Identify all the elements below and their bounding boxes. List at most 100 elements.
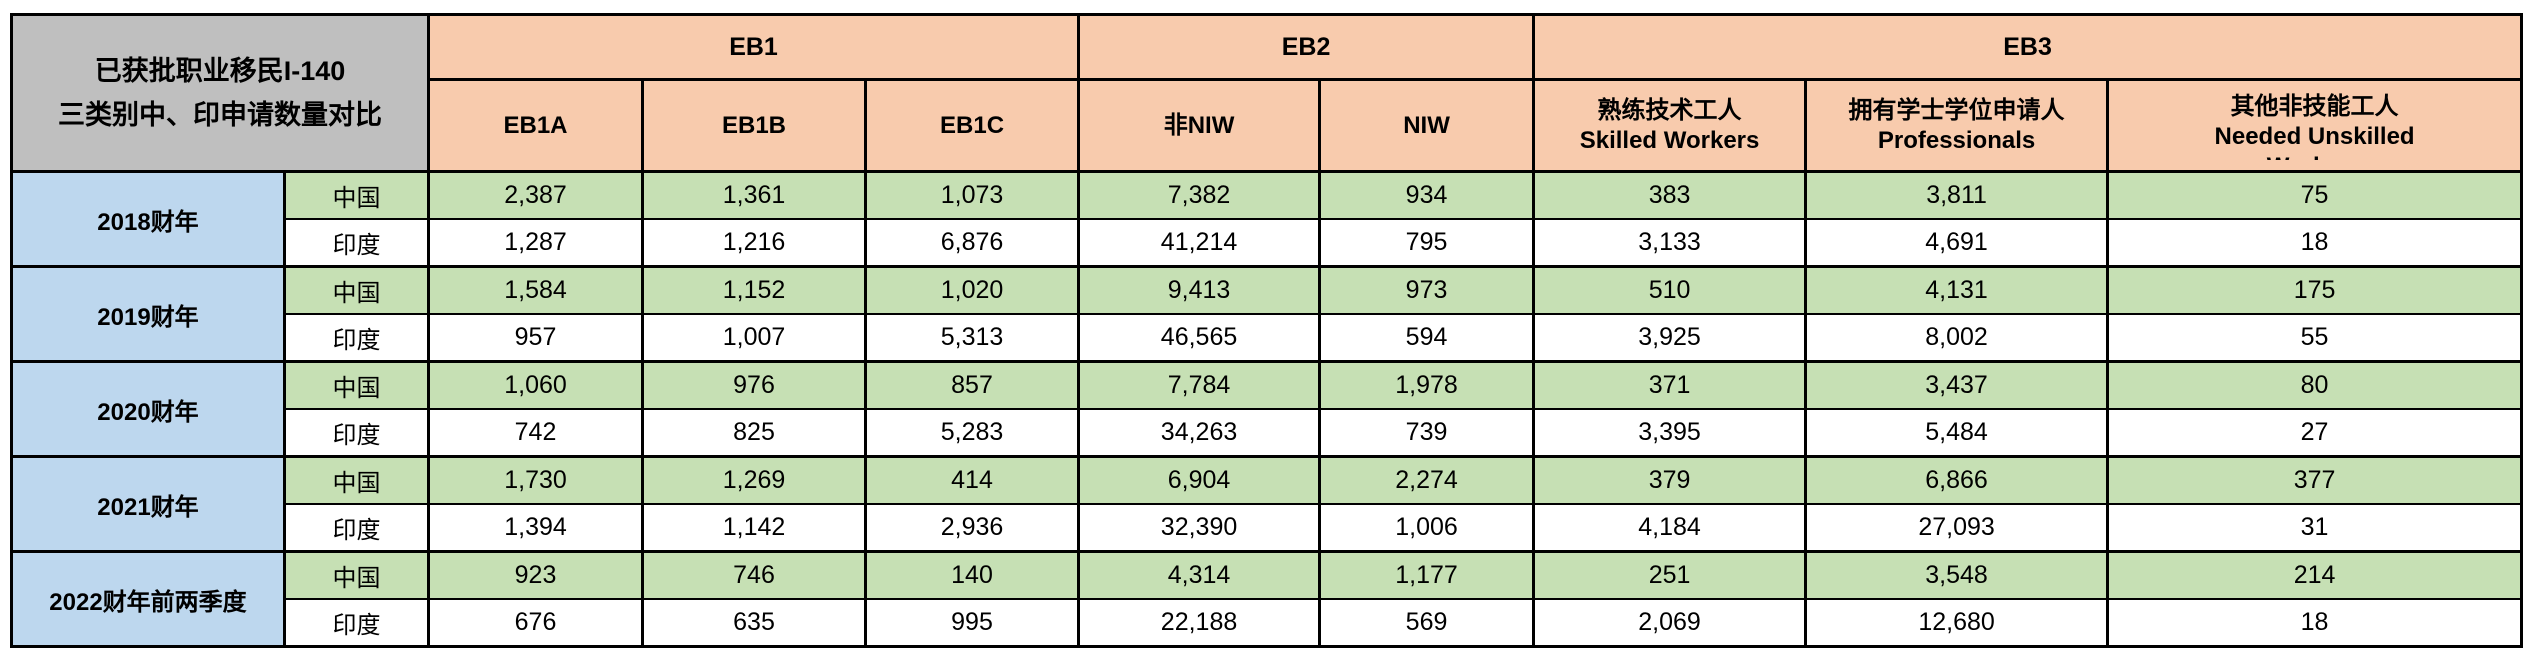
value-cell: 55 — [2106, 313, 2524, 363]
value-cell: 1,287 — [427, 218, 644, 268]
table-row: 2018财年 中国 2,387 1,361 1,073 7,382 934 383 3,811 7… — [10, 170, 2524, 268]
column-header-eb1c: EB1C — [863, 78, 1081, 173]
value-cell: 251 — [1532, 550, 1808, 600]
column-header-line: EB1C — [940, 111, 1005, 139]
value-cell: 27 — [2106, 408, 2524, 458]
value-cell: 32,390 — [1077, 503, 1322, 553]
value-cell: 934 — [1318, 170, 1536, 220]
column-header-line: 熟练技术工人 — [1597, 96, 1742, 124]
value-cell: 635 — [641, 598, 867, 648]
country-cell: 印度 — [283, 218, 430, 268]
value-cell: 3,548 — [1804, 550, 2110, 600]
fiscal-year-cell: 2022财年前两季度 — [10, 550, 286, 648]
value-cell: 1,394 — [427, 503, 644, 553]
value-cell: 1,730 — [427, 455, 644, 505]
country-cell: 中国 — [283, 360, 430, 410]
value-cell: 973 — [1318, 265, 1536, 315]
group-header-eb3: EB3 — [1532, 13, 2524, 81]
table-row: 2022财年前两季度 中国 923 746 140 4,314 1,177 251 3,548 2… — [10, 550, 2524, 648]
value-cell: 746 — [641, 550, 867, 600]
value-cell: 18 — [2106, 218, 2524, 268]
fiscal-year-cell: 2020财年 — [10, 360, 286, 458]
value-cell: 1,978 — [1318, 360, 1536, 410]
value-cell: 377 — [2106, 455, 2524, 505]
value-cell: 1,006 — [1318, 503, 1536, 553]
table-row: 印度 1,394 1,142 2,936 32,390 1,006 4,184 27,093 3… — [12, 503, 2524, 553]
column-header-skilled-workers: 熟练技术工人 Skilled Workers — [1532, 78, 1808, 173]
value-cell: 5,313 — [863, 313, 1081, 363]
value-cell: 2,274 — [1318, 455, 1536, 505]
value-cell: 379 — [1532, 455, 1808, 505]
table-row: 印度 1,287 1,216 6,876 41,214 795 3,133 4,691 18 — [12, 218, 2524, 268]
value-cell: 923 — [427, 550, 644, 600]
column-header-line: 拥有学士学位申请人 — [1848, 96, 2065, 124]
column-header-line: NIW — [1403, 111, 1450, 139]
value-cell: 1,177 — [1318, 550, 1536, 600]
value-cell: 175 — [2106, 265, 2524, 315]
value-cell: 3,133 — [1532, 218, 1808, 268]
value-cell: 6,904 — [1077, 455, 1322, 505]
value-cell: 7,382 — [1077, 170, 1322, 220]
value-cell: 46,565 — [1077, 313, 1322, 363]
value-cell: 3,811 — [1804, 170, 2110, 220]
value-cell: 1,007 — [641, 313, 867, 363]
column-header-line: Skilled Workers — [1579, 126, 1760, 154]
value-cell: 22,188 — [1077, 598, 1322, 648]
value-cell: 1,152 — [641, 265, 867, 315]
column-header-professionals: 拥有学士学位申请人 Professionals — [1804, 78, 2110, 173]
value-cell: 3,395 — [1532, 408, 1808, 458]
column-header-line: 非NIW — [1163, 111, 1235, 139]
column-header-line: EB1B — [721, 111, 787, 139]
value-cell: 41,214 — [1077, 218, 1322, 268]
fiscal-year-cell: 2021财年 — [10, 455, 286, 553]
value-cell: 383 — [1532, 170, 1808, 220]
value-cell: 825 — [641, 408, 867, 458]
value-cell: 27,093 — [1804, 503, 2110, 553]
country-cell: 中国 — [283, 455, 430, 505]
i140-comparison-table: 已获批职业移民I-140 三类别中、印申请数量对比 EB1 EB2 EB3 EB… — [10, 13, 2524, 648]
country-cell: 印度 — [283, 313, 430, 363]
column-header-line: Needed Unskilled — [2214, 122, 2415, 150]
value-cell: 2,387 — [427, 170, 644, 220]
value-cell: 795 — [1318, 218, 1536, 268]
value-cell: 414 — [863, 455, 1081, 505]
value-cell: 976 — [641, 360, 867, 410]
column-header-non-niw: 非NIW — [1077, 78, 1322, 173]
fiscal-year-cell: 2019财年 — [10, 265, 286, 363]
table-row: 印度 742 825 5,283 34,263 739 3,395 5,484 27 — [12, 408, 2524, 458]
value-cell: 31 — [2106, 503, 2524, 553]
value-cell: 1,216 — [641, 218, 867, 268]
value-cell: 857 — [863, 360, 1081, 410]
country-cell: 中国 — [283, 170, 430, 220]
table-body: 2018财年 中国 2,387 1,361 1,073 7,382 934 383 3,811 7… — [10, 170, 2524, 648]
group-header-eb1: EB1 — [426, 13, 1081, 81]
country-cell: 印度 — [283, 503, 430, 553]
table-row: 2020财年 中国 1,060 976 857 7,784 1,978 371 3,437 80 — [10, 360, 2524, 458]
value-cell: 2,069 — [1532, 598, 1808, 648]
value-cell: 7,784 — [1077, 360, 1322, 410]
value-cell: 594 — [1318, 313, 1536, 363]
value-cell: 1,060 — [427, 360, 644, 410]
value-cell: 75 — [2106, 170, 2524, 220]
country-cell: 中国 — [283, 550, 430, 600]
value-cell: 1,020 — [863, 265, 1081, 315]
value-cell: 1,269 — [641, 455, 867, 505]
value-cell: 3,925 — [1532, 313, 1808, 363]
column-header-eb1b: EB1B — [641, 78, 867, 173]
value-cell: 9,413 — [1077, 265, 1322, 315]
group-header-eb2: EB2 — [1077, 13, 1536, 81]
value-cell: 1,142 — [641, 503, 867, 553]
value-cell: 1,584 — [427, 265, 644, 315]
table-row: 2021财年 中国 1,730 1,269 414 6,904 2,274 379 6,866 3… — [10, 455, 2524, 553]
value-cell: 742 — [427, 408, 644, 458]
column-header-niw: NIW — [1318, 78, 1536, 173]
column-header-line: Workers — [2111, 152, 2519, 160]
country-cell: 印度 — [283, 408, 430, 458]
table-title: 已获批职业移民I-140 三类别中、印申请数量对比 — [10, 13, 430, 173]
value-cell: 510 — [1532, 265, 1808, 315]
value-cell: 2,936 — [863, 503, 1081, 553]
subheader-row: EB1A EB1B EB1C 非NIW NIW 熟练技术工人 Skilled Workers… — [12, 78, 2524, 173]
value-cell: 34,263 — [1077, 408, 1322, 458]
table-title-line2: 三类别中、印申请数量对比 — [58, 100, 382, 130]
